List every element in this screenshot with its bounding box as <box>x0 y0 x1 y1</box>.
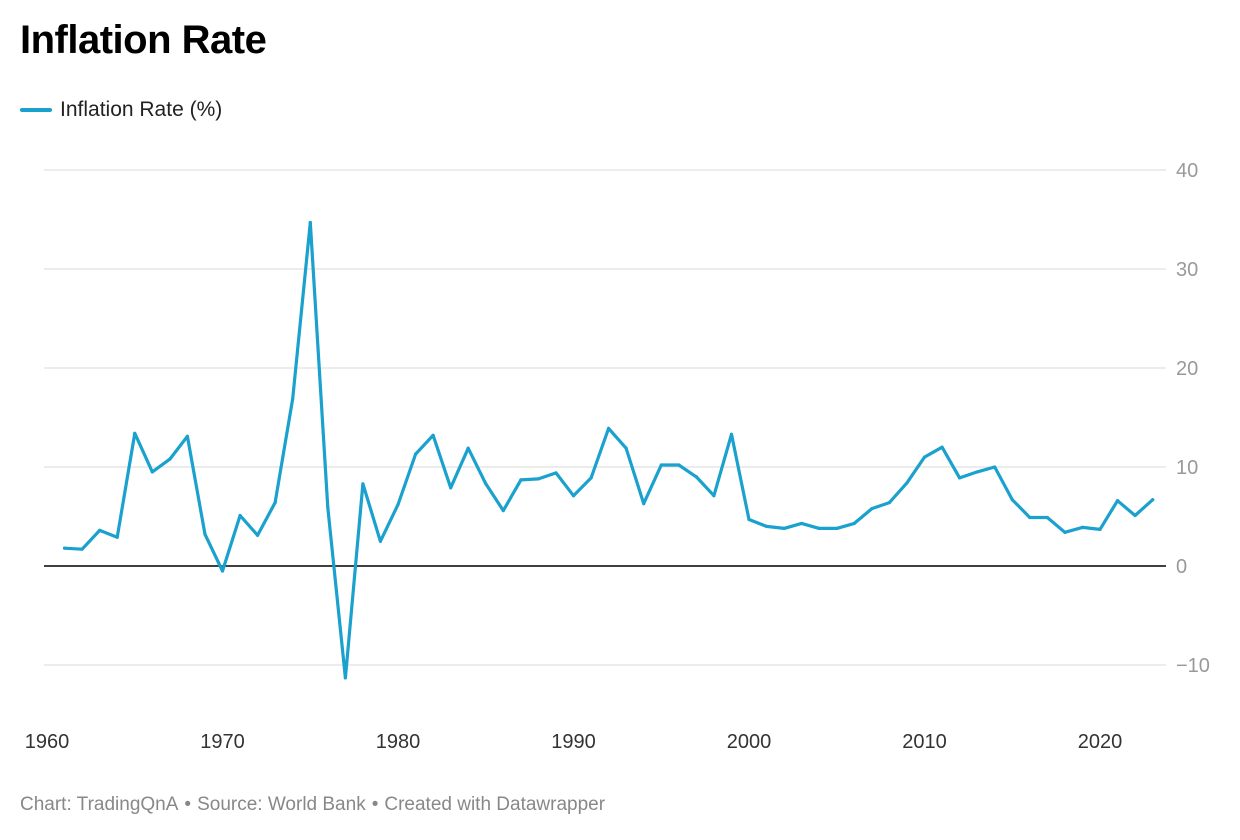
data-point <box>396 503 400 507</box>
data-point <box>887 501 892 505</box>
y-tick-label: 20 <box>1176 358 1198 380</box>
data-point <box>273 501 277 505</box>
data-point <box>712 494 716 498</box>
data-point <box>484 482 488 486</box>
data-point <box>343 676 347 680</box>
data-point <box>1045 515 1049 520</box>
data-point <box>554 471 558 475</box>
footer-credit: Chart: TradingQnA <box>20 794 179 815</box>
data-point <box>536 477 541 481</box>
y-tick-label: 10 <box>1176 457 1198 479</box>
legend: Inflation Rate (%) <box>20 98 222 122</box>
legend-label: Inflation Rate (%) <box>60 98 223 121</box>
data-point <box>764 524 769 529</box>
y-tick-label: 30 <box>1176 259 1198 281</box>
y-tick-label: 40 <box>1176 160 1198 182</box>
series-line-inflation-rate <box>62 220 1155 680</box>
data-point <box>1151 498 1155 502</box>
data-point <box>238 513 242 518</box>
data-point <box>747 517 751 522</box>
footer-source: Source: World Bank <box>197 794 366 815</box>
data-point <box>326 505 330 510</box>
data-point <box>870 506 874 511</box>
y-axis-ticks: 40 30 20 10 0 −10 <box>1176 160 1210 677</box>
data-point <box>1098 527 1102 531</box>
data-point <box>1133 513 1137 518</box>
data-point <box>1080 525 1085 529</box>
data-point <box>1010 498 1014 502</box>
data-point <box>150 470 154 474</box>
data-point <box>642 502 646 506</box>
data-point <box>98 528 102 532</box>
data-point <box>624 446 628 450</box>
legend-line-swatch <box>20 108 52 112</box>
data-point <box>185 434 189 438</box>
footer-separator: • <box>371 794 379 815</box>
data-point <box>80 547 84 551</box>
x-tick-label: 2000 <box>727 731 772 753</box>
x-tick-label: 2020 <box>1078 731 1123 753</box>
data-point <box>800 521 804 526</box>
data-point <box>62 546 67 550</box>
footer-separator: • <box>184 794 192 815</box>
data-point <box>256 533 260 537</box>
data-point <box>133 431 137 435</box>
data-point <box>940 445 944 449</box>
data-point <box>413 452 418 456</box>
data-point <box>378 539 383 543</box>
data-point <box>431 433 435 437</box>
data-point <box>1115 499 1120 503</box>
y-tick-label: −10 <box>1176 655 1210 677</box>
data-point <box>571 494 576 498</box>
data-point <box>1063 530 1067 534</box>
data-point <box>975 470 979 474</box>
data-point <box>922 455 927 459</box>
data-point <box>817 526 821 530</box>
footer-created: Created with Datawrapper <box>384 794 606 815</box>
data-point <box>694 475 698 479</box>
data-point <box>958 476 962 480</box>
x-tick-label: 2010 <box>902 731 947 753</box>
data-point <box>466 446 470 450</box>
data-point <box>519 478 523 482</box>
chart-title: Inflation Rate <box>20 18 267 62</box>
data-point <box>905 481 909 485</box>
data-point <box>607 426 611 430</box>
data-point <box>168 457 172 461</box>
data-point <box>203 532 207 536</box>
chart-footer: Chart: TradingQnA • Source: World Bank • Cre… <box>20 794 605 816</box>
data-point <box>659 463 663 467</box>
data-point <box>782 526 786 530</box>
data-point <box>291 397 295 401</box>
data-point <box>220 569 225 573</box>
x-axis-ticks: 1960 1970 1980 1990 2000 2010 2020 <box>25 731 1123 753</box>
data-point <box>501 508 505 513</box>
data-point <box>835 526 839 530</box>
data-point <box>449 486 453 490</box>
x-tick-label: 1980 <box>376 731 421 753</box>
data-point <box>308 220 312 225</box>
data-point <box>589 476 593 480</box>
y-tick-label: 0 <box>1176 556 1187 578</box>
data-point <box>115 535 119 539</box>
data-point <box>1028 515 1032 520</box>
data-point <box>677 463 681 467</box>
gridlines <box>44 169 1166 666</box>
data-point <box>852 521 856 526</box>
data-point <box>361 482 365 486</box>
series-layer <box>62 220 1155 680</box>
x-tick-label: 1960 <box>25 731 70 753</box>
data-point <box>729 432 734 436</box>
data-point <box>993 465 997 469</box>
x-tick-label: 1990 <box>551 731 596 753</box>
x-tick-label: 1970 <box>200 731 245 753</box>
